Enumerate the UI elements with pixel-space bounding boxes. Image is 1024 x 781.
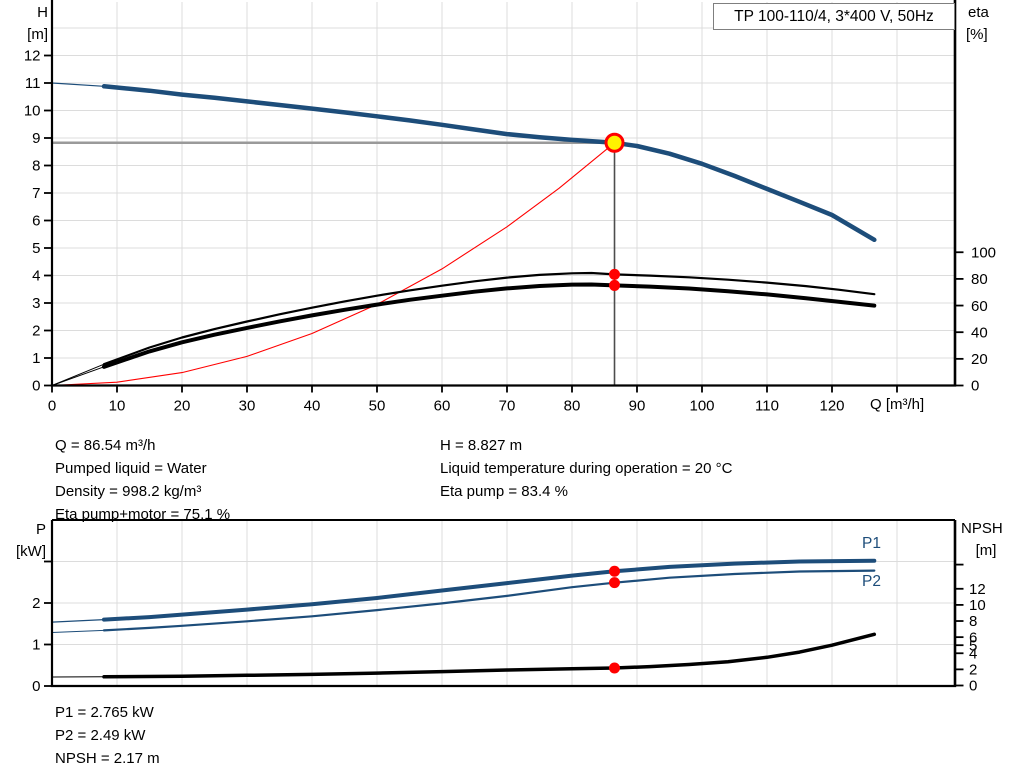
h-tick-label: 10 (24, 103, 41, 120)
info-line-density: Density = 998.2 kg/m³ (55, 483, 202, 500)
npsh-tick-label: 12 (969, 581, 986, 598)
curve-p2 (102, 569, 876, 632)
q-tick-label: 20 (174, 398, 191, 415)
curve-p1 (102, 558, 877, 622)
q-tick-label: 90 (629, 398, 646, 415)
h-tick-label: 1 (32, 350, 40, 367)
axis-label-npsh: NPSH (961, 520, 1003, 537)
info-line-eta-pump: Eta pump = 83.4 % (440, 483, 568, 500)
h-tick-label: 4 (32, 268, 40, 285)
p1-marker (609, 565, 621, 577)
info-line-h: H = 8.827 m (440, 437, 523, 454)
p-tick-label: 1 (32, 637, 40, 654)
h-tick-label: 3 (32, 295, 40, 312)
eta-pump-motor-marker (609, 279, 621, 291)
curve-label-p2: P2 (862, 573, 881, 590)
npsh-tick-label: 2 (969, 662, 977, 679)
q-tick-label: 0 (48, 398, 56, 415)
q-tick-label: 50 (369, 398, 386, 415)
eta-tick-label: 80 (971, 271, 988, 288)
bottom-chart-curves (51, 558, 877, 679)
q-tick-label: 70 (499, 398, 516, 415)
top-chart-curves (51, 82, 877, 387)
axis-label-h-unit: [m] (27, 26, 48, 43)
npsh-tick-label: 6 (969, 629, 977, 646)
p2-marker (609, 577, 621, 589)
eta-pump-marker (609, 268, 621, 280)
h-tick-label: 11 (25, 75, 41, 92)
eta-tick-label: 100 (971, 244, 996, 261)
info-line-temperature: Liquid temperature during operation = 20… (440, 460, 733, 477)
power-info: P1 = 2.765 kW P2 = 2.49 kW NPSH = 2.17 m (55, 701, 160, 770)
npsh-tick-label: 10 (969, 597, 986, 614)
duty-crosshair (52, 141, 616, 386)
curve-eta-pump (102, 271, 876, 366)
eta-tick-label: 60 (971, 298, 988, 315)
q-tick-label: 30 (239, 398, 256, 415)
npsh-tick-label: 5 (969, 637, 977, 654)
q-tick-label: 80 (564, 398, 581, 415)
axis-label-q: Q [m³/h] (870, 396, 925, 413)
q-tick-label: 40 (304, 398, 321, 415)
h-tick-label: 7 (32, 185, 40, 202)
npsh-marker (609, 662, 621, 674)
curve-system-curve (51, 142, 616, 387)
info-line-q: Q = 86.54 m³/h (55, 437, 156, 454)
h-tick-label: 8 (32, 158, 40, 175)
q-tick-label: 110 (755, 398, 779, 415)
h-tick-label: 12 (24, 48, 41, 65)
eta-tick-label: 40 (971, 324, 988, 341)
info-line-liquid: Pumped liquid = Water (55, 460, 207, 477)
curve-npsh (102, 632, 877, 679)
axis-label-h: H (37, 4, 48, 21)
gridlines (52, 2, 955, 686)
h-tick-label: 5 (32, 240, 40, 257)
operating-info-left: Q = 86.54 m³/h Pumped liquid = Water Den… (55, 434, 230, 526)
curve-head-curve (101, 84, 877, 243)
curve-label-p1: P1 (862, 535, 881, 552)
q-tick-label: 10 (109, 398, 126, 415)
q-tick-label: 100 (689, 398, 714, 415)
axis-label-eta: eta (968, 4, 989, 21)
q-tick-label: 60 (434, 398, 451, 415)
eta-tick-label: 20 (971, 351, 988, 368)
p-tick-label: 0 (32, 678, 40, 695)
duty-point-marker[interactable] (604, 132, 625, 153)
curve-eta-pump-motor-start (51, 366, 105, 386)
axis-label-eta-unit: [%] (966, 26, 988, 43)
chart-title-box: TP 100-110/4, 3*400 V, 50Hz (713, 3, 955, 30)
curve-head-curve-start (51, 82, 105, 87)
h-tick-label: 0 (32, 378, 40, 395)
axis-label-p: P (35, 521, 46, 538)
operating-info-right: H = 8.827 m Liquid temperature during op… (440, 434, 732, 503)
npsh-tick-label: 4 (969, 645, 977, 662)
curve-eta-pump-motor (102, 282, 877, 369)
curve-p2-start (51, 629, 105, 633)
curve-p1-start (51, 618, 105, 623)
axis-label-p-unit: [kW] (16, 543, 46, 560)
p-tick-label: 2 (32, 595, 40, 612)
h-tick-label: 2 (32, 323, 40, 340)
info-line-npsh: NPSH = 2.17 m (55, 750, 160, 767)
info-line-eta-total: Eta pump+motor = 75.1 % (55, 506, 231, 523)
duty-point-markers (604, 132, 625, 674)
info-line-p1: P1 = 2.765 kW (55, 704, 154, 721)
q-tick-label: 120 (819, 398, 844, 415)
h-tick-label: 6 (32, 213, 40, 230)
npsh-tick-label: 0 (969, 678, 977, 695)
h-tick-label: 9 (32, 130, 40, 147)
npsh-tick-label: 8 (969, 613, 977, 630)
axis-label-npsh-unit: [m] (975, 542, 997, 559)
info-line-p2: P2 = 2.49 kW (55, 727, 146, 744)
eta-tick-label: 0 (971, 378, 979, 395)
